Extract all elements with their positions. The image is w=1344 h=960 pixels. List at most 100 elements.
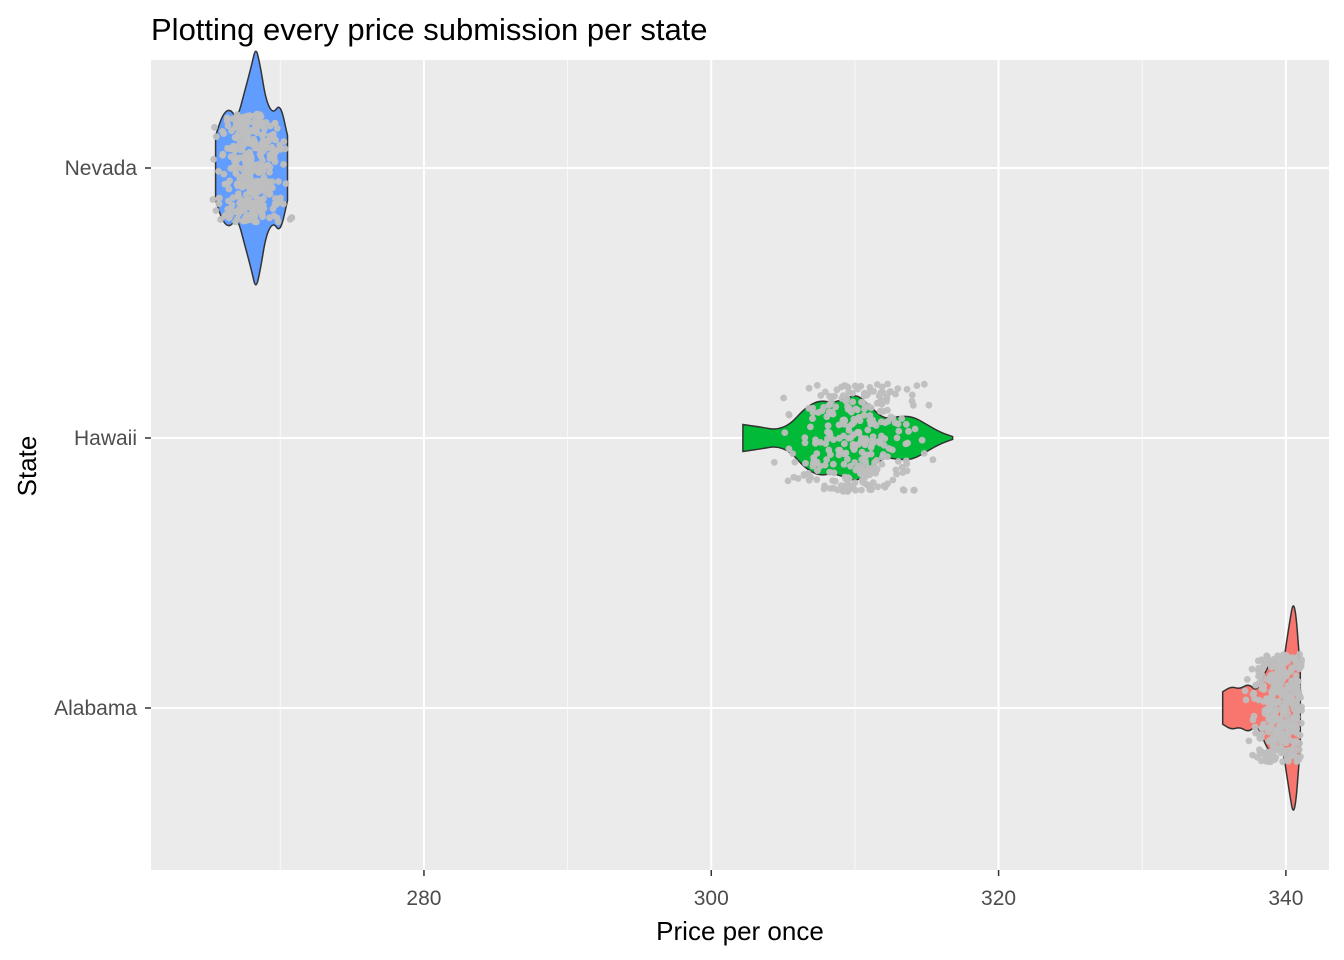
- data-point: [780, 394, 787, 402]
- data-point: [835, 421, 843, 429]
- data-point: [846, 482, 853, 489]
- data-point: [869, 479, 877, 487]
- data-point: [1260, 724, 1268, 731]
- data-point: [861, 452, 869, 460]
- data-point: [826, 468, 833, 476]
- data-point: [1289, 738, 1297, 745]
- data-point: [817, 392, 825, 399]
- data-point: [884, 380, 891, 388]
- data-point: [234, 114, 242, 122]
- data-point: [1292, 676, 1299, 684]
- data-point: [262, 188, 270, 196]
- data-point: [272, 195, 279, 202]
- data-point: [813, 450, 821, 457]
- x-tick-label: 340: [1268, 887, 1303, 910]
- data-point: [929, 456, 937, 464]
- data-point: [886, 388, 894, 395]
- data-point: [785, 411, 793, 418]
- data-point: [1255, 672, 1262, 680]
- data-point: [246, 203, 254, 211]
- data-point: [225, 185, 233, 193]
- data-point: [1269, 716, 1277, 724]
- data-point: [812, 436, 819, 444]
- data-point: [1282, 739, 1290, 747]
- data-point: [883, 395, 891, 403]
- data-point: [903, 467, 911, 475]
- data-point: [866, 466, 874, 474]
- data-point: [272, 136, 279, 144]
- data-point: [1259, 664, 1267, 672]
- data-point: [805, 384, 813, 392]
- data-point: [1270, 700, 1278, 707]
- data-point: [1260, 682, 1268, 690]
- x-tick-label: 280: [406, 887, 441, 910]
- data-point: [266, 168, 273, 176]
- data-point: [867, 486, 875, 494]
- data-point: [925, 401, 933, 409]
- data-point: [1294, 683, 1301, 690]
- data-point: [869, 433, 877, 441]
- data-point: [1284, 755, 1292, 763]
- data-point: [856, 417, 864, 425]
- data-point: [844, 455, 851, 463]
- data-point: [261, 125, 268, 133]
- data-point: [802, 459, 809, 467]
- data-point: [920, 380, 928, 388]
- data-point: [1293, 725, 1301, 733]
- data-point: [1277, 738, 1285, 746]
- data-point: [898, 463, 906, 471]
- data-point: [1288, 691, 1296, 698]
- data-point: [884, 417, 892, 425]
- data-point: [262, 119, 270, 126]
- x-axis-title: Price per once: [656, 916, 824, 946]
- data-point: [1258, 750, 1266, 757]
- data-point: [877, 397, 884, 405]
- data-point: [1266, 705, 1273, 713]
- data-point: [878, 383, 886, 391]
- data-point: [844, 406, 852, 413]
- data-point: [240, 126, 248, 133]
- data-point: [269, 131, 277, 139]
- data-point: [256, 143, 264, 151]
- data-point: [1251, 695, 1258, 702]
- data-point: [260, 130, 267, 138]
- data-point: [785, 445, 793, 453]
- x-tick-label: 320: [981, 887, 1016, 910]
- data-point: [260, 137, 267, 145]
- data-point: [889, 476, 897, 484]
- data-point: [821, 482, 828, 490]
- data-point: [877, 418, 885, 426]
- data-point: [1250, 689, 1258, 697]
- data-point: [1287, 747, 1295, 755]
- data-point: [223, 114, 231, 122]
- data-point: [881, 435, 889, 442]
- data-point: [247, 178, 255, 186]
- data-point: [1282, 734, 1290, 742]
- data-point: [805, 470, 812, 477]
- data-point: [1293, 706, 1300, 713]
- data-point: [1281, 747, 1289, 754]
- data-point: [1280, 704, 1288, 712]
- data-point: [862, 435, 870, 443]
- data-point: [219, 150, 227, 158]
- data-point: [215, 200, 223, 208]
- data-point: [863, 481, 871, 489]
- data-point: [259, 196, 266, 204]
- data-point: [878, 460, 886, 468]
- data-point: [1258, 656, 1266, 664]
- data-point: [234, 155, 242, 163]
- data-point: [1267, 738, 1275, 745]
- data-point: [867, 450, 875, 458]
- data-point: [902, 420, 910, 428]
- data-point: [1275, 656, 1283, 664]
- data-point: [844, 488, 852, 495]
- data-point: [269, 184, 276, 192]
- data-point: [1268, 693, 1275, 700]
- data-point: [868, 441, 876, 449]
- data-point: [873, 456, 880, 464]
- data-point: [835, 434, 843, 442]
- data-point: [817, 439, 824, 446]
- data-point: [251, 127, 259, 135]
- data-point: [874, 483, 882, 491]
